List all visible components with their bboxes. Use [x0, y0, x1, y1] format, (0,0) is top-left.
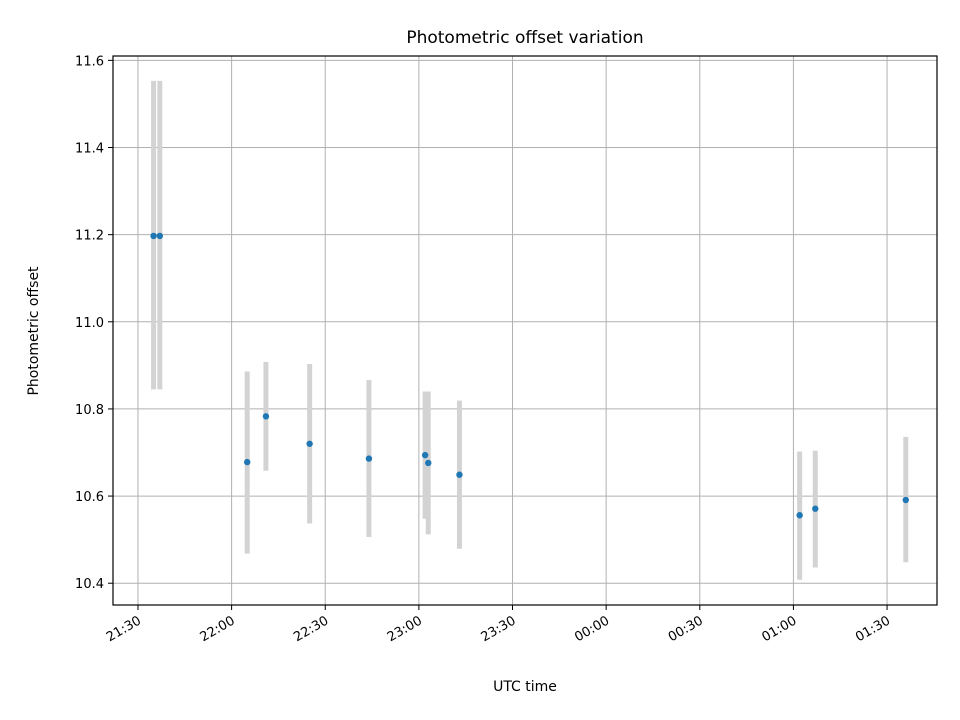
x-tick-label: 00:30: [666, 613, 706, 645]
data-point: [796, 512, 803, 519]
x-tick-label: 23:30: [479, 613, 519, 645]
data-point: [425, 459, 432, 467]
data-point: [421, 451, 429, 459]
x-tick-label: 22:00: [198, 613, 238, 645]
chart-title: Photometric offset variation: [406, 28, 643, 48]
data-point: [244, 458, 251, 466]
data-point: [456, 471, 463, 478]
y-tick-label: 10.8: [75, 403, 104, 418]
y-tick-label: 10.6: [75, 490, 104, 505]
x-axis-label: UTC time: [493, 679, 557, 695]
x-tick-label: 00:00: [572, 613, 612, 645]
y-tick-label: 11.6: [75, 54, 104, 69]
data-point: [306, 440, 313, 447]
x-tick-label: 01:30: [853, 613, 893, 645]
x-tick-label: 01:00: [759, 613, 799, 645]
data-point: [262, 413, 270, 420]
data-points: [150, 232, 909, 519]
y-axis-label: Photometric offset: [26, 266, 42, 396]
y-axis-ticks: 10.4 10.6 10.8 11.0 11.2 11.4 11.6: [75, 54, 113, 592]
grid-lines: [113, 56, 937, 605]
x-tick-label: 23:00: [385, 613, 425, 645]
data-point: [150, 232, 157, 240]
data-point: [365, 455, 373, 462]
y-tick-label: 11.0: [75, 316, 104, 331]
x-tick-label: 21:30: [104, 613, 144, 645]
plot-frame: [112, 55, 938, 606]
data-point: [156, 232, 164, 240]
y-tick-label: 10.4: [75, 577, 104, 592]
data-point: [812, 505, 819, 512]
x-axis-ticks: 21:30 22:00 22:30 23:00 23:30 00:00 00:30 01:00…: [104, 605, 893, 645]
data-point: [902, 496, 909, 504]
y-tick-label: 11.4: [75, 142, 104, 157]
y-tick-label: 11.2: [75, 229, 104, 244]
x-tick-label: 22:30: [291, 613, 331, 645]
